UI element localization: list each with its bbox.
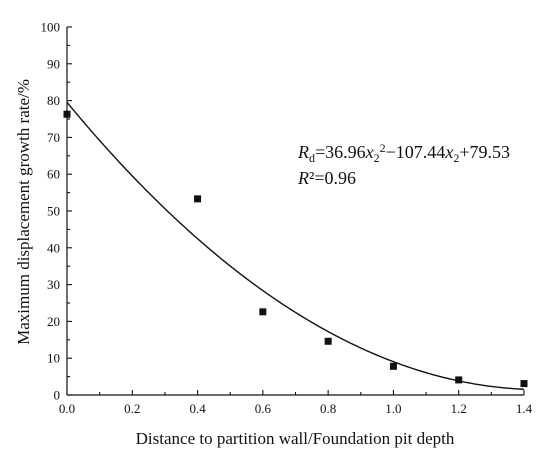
data-point xyxy=(455,376,463,384)
eq-square: 2 xyxy=(380,141,386,155)
x-tick-label: 0.0 xyxy=(59,401,75,416)
x-tick-label: 0.8 xyxy=(320,401,336,416)
r2-R: R xyxy=(297,168,309,188)
y-tick-label: 70 xyxy=(47,130,60,145)
y-tick-label: 30 xyxy=(47,277,60,292)
x-tick-label: 0.4 xyxy=(189,401,206,416)
y-tick-label: 100 xyxy=(41,20,61,35)
eq-coef-a: =36.96 xyxy=(315,142,366,162)
eq-x-2-subscript: 2 xyxy=(453,151,459,165)
x-tick-label: 0.2 xyxy=(124,401,140,416)
x-tick-labels: 0.0 0.2 0.4 0.6 0.8 1.0 1.2 1.4 xyxy=(59,390,533,416)
x-axis-title: Distance to partition wall/Foundation pi… xyxy=(136,429,455,448)
x-tick-label: 1.0 xyxy=(385,401,401,416)
y-tick-label: 10 xyxy=(47,351,60,366)
y-tick-label: 50 xyxy=(47,204,60,219)
data-point xyxy=(324,337,332,345)
y-tick-label: 20 xyxy=(47,314,60,329)
y-tick-label: 60 xyxy=(47,167,60,182)
y-axis-title: Maximum displacement growth rate/% xyxy=(14,79,33,345)
y-tick-label: 80 xyxy=(47,93,60,108)
r2-value: ²=0.96 xyxy=(309,168,356,188)
y-tick-label: 0 xyxy=(54,388,61,403)
eq-x-2: x xyxy=(444,142,453,162)
eq-x-1-subscript: 2 xyxy=(374,151,380,165)
r-squared: R²=0.96 xyxy=(297,168,356,188)
fit-equation: Rd=36.96x22−107.44x2+79.53 xyxy=(297,141,510,165)
y-tick-label: 90 xyxy=(47,56,60,71)
data-point xyxy=(194,195,202,203)
eq-coef-b: −107.44 xyxy=(386,142,446,162)
eq-R: R xyxy=(297,142,309,162)
fit-curve xyxy=(66,101,525,390)
x-tick-label: 1.2 xyxy=(451,401,467,416)
data-point xyxy=(389,362,397,370)
axes-layer xyxy=(66,27,524,396)
y-tick-label: 40 xyxy=(47,240,60,255)
eq-coef-c: +79.53 xyxy=(459,142,510,162)
data-point xyxy=(520,380,528,388)
x-tick-label: 1.4 xyxy=(516,401,533,416)
eq-R-subscript: d xyxy=(309,151,315,165)
fit-curve-layer xyxy=(66,101,525,390)
eq-x-1: x xyxy=(365,142,374,162)
x-tick-label: 0.6 xyxy=(255,401,272,416)
data-point xyxy=(259,308,267,316)
y-tick-labels: 0 10 20 30 40 50 60 70 80 90 100 xyxy=(41,20,72,403)
